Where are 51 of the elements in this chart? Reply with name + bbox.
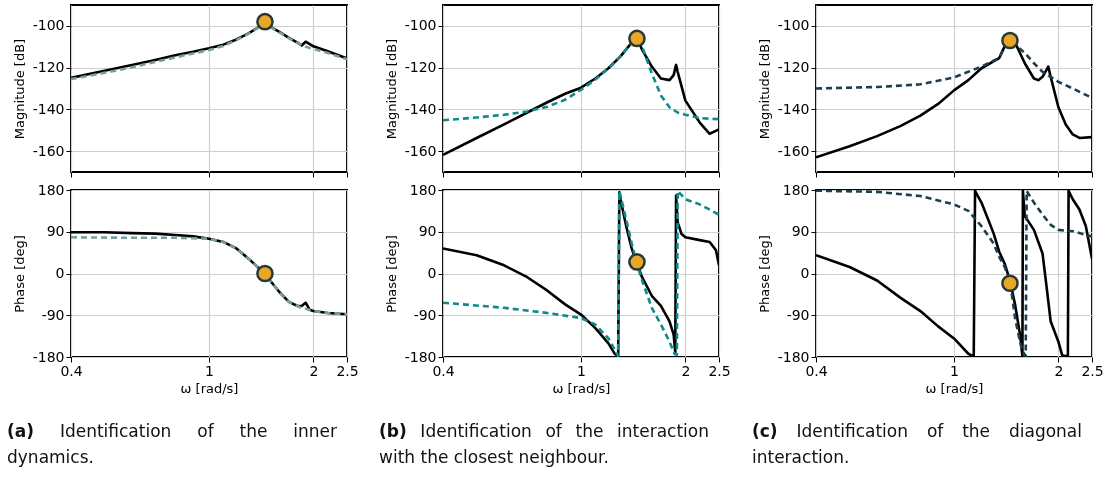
y-tick-label: -120 (777, 59, 810, 76)
x-tick-label: 2.5 (336, 362, 359, 379)
y-tick-label: 180 (409, 181, 437, 198)
y-tick-label: -120 (32, 59, 65, 76)
x-tick-label: 1 (205, 362, 214, 379)
y-tick-label: 0 (55, 265, 65, 281)
y-tick-label: -160 (777, 142, 810, 159)
x-tick-label: 2 (309, 362, 319, 379)
x-tick-label: 2 (1054, 362, 1064, 379)
x-tick-label: 2 (681, 362, 691, 379)
x-axis-title: ω [rad/s] (925, 380, 984, 396)
y-tick-label: -120 (404, 59, 437, 76)
x-tick-label: 0.4 (432, 362, 455, 379)
y-tick-label: 90 (46, 223, 65, 240)
y-tick-label: -90 (41, 306, 65, 323)
y-axis-title: Magnitude [dB] (756, 38, 772, 140)
y-tick-label: -140 (404, 100, 437, 117)
y-tick-label: 0 (427, 265, 437, 281)
y-axis-title: Phase [deg] (11, 235, 27, 313)
y-axis-title: Magnitude [dB] (11, 38, 27, 140)
y-tick-label: -90 (786, 306, 810, 323)
y-tick-label: 180 (37, 181, 65, 198)
y-tick-label: -180 (777, 348, 810, 365)
x-tick-label: 2.5 (708, 362, 731, 379)
y-tick-label: 90 (418, 223, 437, 240)
x-tick-label: 1 (577, 362, 586, 379)
x-axis-title: ω [rad/s] (552, 380, 611, 396)
y-tick-label: -100 (32, 17, 65, 34)
y-tick-label: 90 (791, 223, 810, 240)
y-axis-title: Magnitude [dB] (383, 38, 399, 140)
y-tick-label: 0 (800, 265, 810, 281)
y-tick-label: -180 (32, 348, 65, 365)
text: (c) Identification of the diagonal interaction. (752, 420, 1082, 469)
x-tick-label: 0.4 (805, 362, 828, 379)
text: (a) Identification of the inner dynamics. (7, 421, 337, 467)
x-tick-label: 0.4 (60, 362, 83, 379)
x-tick-label: 1 (950, 362, 959, 379)
text: (b) Identification of the interaction with the closest neighbour. (379, 420, 709, 469)
y-tick-label: -180 (404, 348, 437, 365)
y-tick-label: -160 (32, 142, 65, 159)
y-axis-title: Phase [deg] (756, 235, 772, 313)
y-axis-title: Phase [deg] (383, 235, 399, 313)
y-tick-label: 180 (782, 181, 810, 198)
y-tick-label: -100 (777, 17, 810, 34)
x-tick-label: 2.5 (1081, 362, 1104, 379)
y-tick-label: -140 (777, 100, 810, 117)
x-axis-title: ω [rad/s] (180, 380, 239, 396)
y-tick-label: -140 (32, 100, 65, 117)
y-tick-label: -160 (404, 142, 437, 159)
y-tick-label: -100 (404, 17, 437, 34)
y-tick-label: -90 (413, 306, 437, 323)
